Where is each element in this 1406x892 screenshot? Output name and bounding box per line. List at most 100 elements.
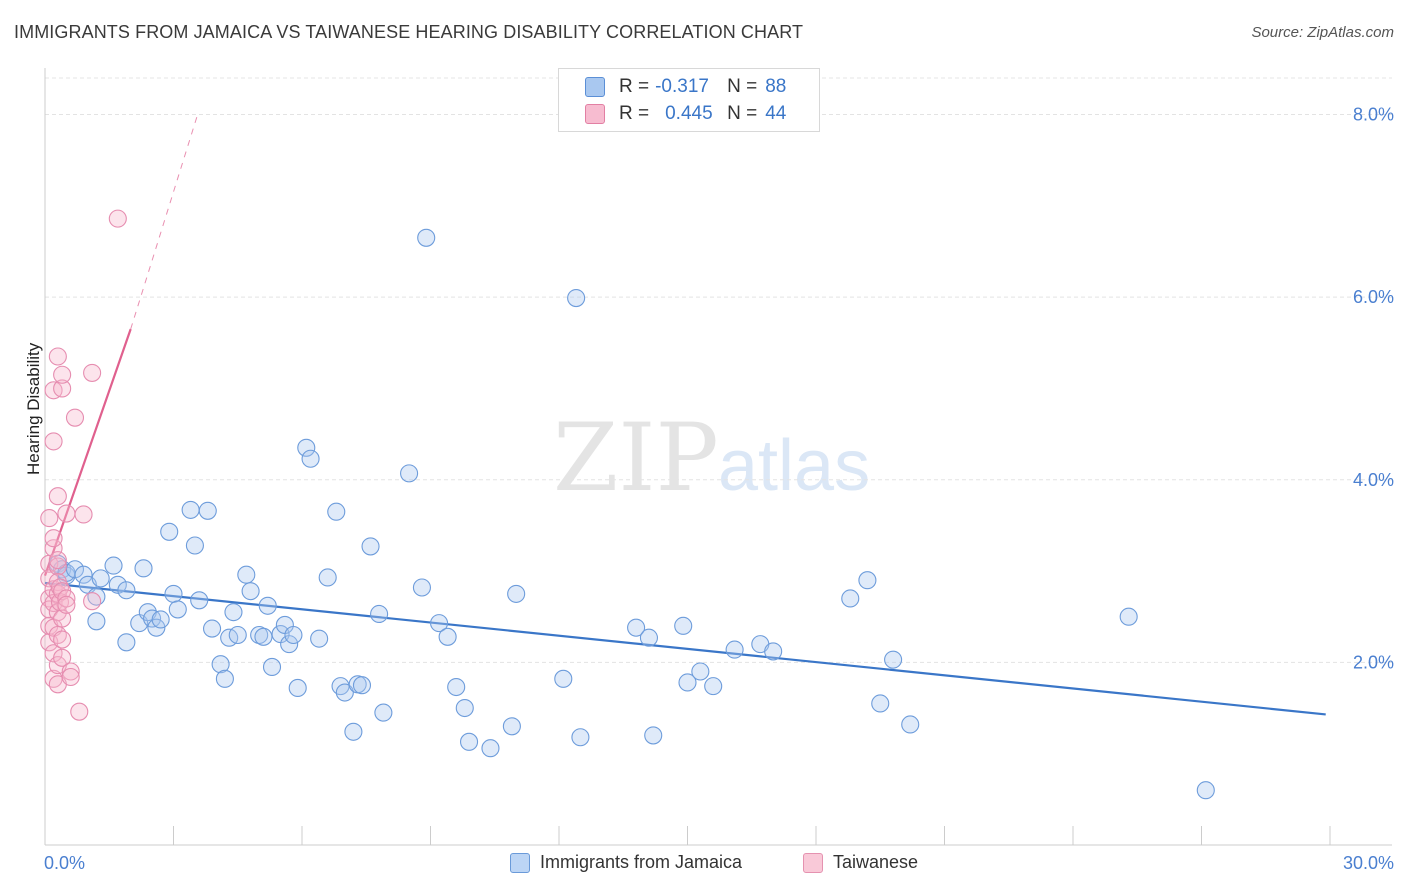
- point-jamaica-23: [181, 500, 200, 519]
- point-jamaica-26: [198, 501, 217, 520]
- point-taiwanese-25: [48, 551, 67, 570]
- n-label: N =: [727, 103, 758, 124]
- point-jamaica-50: [335, 683, 354, 702]
- point-jamaica-57: [400, 464, 419, 483]
- point-jamaica-15: [134, 559, 153, 578]
- stats-row-jamaica: R = -0.317 N = 88: [585, 74, 786, 100]
- point-jamaica-47: [318, 568, 337, 587]
- legend-swatch-taiwanese: [803, 852, 823, 873]
- point-taiwanese-23: [48, 347, 67, 366]
- r-value-taiwanese: 0.445: [665, 103, 713, 124]
- trendline-1: [43, 328, 132, 576]
- point-jamaica-4: [65, 560, 85, 579]
- point-jamaica-31: [224, 603, 243, 622]
- watermark-zip: ZIP: [553, 404, 719, 513]
- legend-item-taiwanese[interactable]: Taiwanese: [803, 852, 918, 873]
- trendlines: [43, 116, 1326, 716]
- point-jamaica-48: [327, 502, 346, 521]
- data-points: [40, 209, 1215, 800]
- point-jamaica-74: [674, 616, 693, 635]
- point-jamaica-36: [254, 627, 273, 646]
- point-jamaica-32: [228, 625, 247, 645]
- point-jamaica-9: [91, 569, 110, 588]
- point-jamaica-11: [108, 575, 127, 594]
- watermark-atlas: atlas: [718, 426, 870, 506]
- point-jamaica-25: [190, 591, 209, 610]
- stats-row-taiwanese: R = 0.445 N = 44: [585, 101, 786, 127]
- point-jamaica-73: [644, 726, 663, 745]
- point-jamaica-41: [280, 635, 299, 654]
- point-jamaica-60: [430, 614, 449, 633]
- point-jamaica-69: [567, 289, 586, 308]
- point-taiwanese-37: [61, 662, 80, 681]
- point-jamaica-78: [725, 640, 744, 659]
- y-tick-label-3: 8.0%: [1353, 105, 1394, 125]
- y-tick-label-1: 4.0%: [1353, 470, 1394, 490]
- point-jamaica-53: [352, 676, 372, 695]
- point-jamaica-84: [884, 650, 903, 669]
- point-taiwanese-16: [48, 557, 67, 576]
- point-jamaica-21: [164, 584, 183, 603]
- point-taiwanese-28: [53, 609, 72, 628]
- point-jamaica-51: [344, 722, 363, 741]
- r-value-jamaica: -0.317: [655, 76, 709, 97]
- point-jamaica-68: [554, 669, 573, 688]
- chart-title: IMMIGRANTS FROM JAMAICA VS TAIWANESE HEA…: [14, 22, 804, 42]
- point-jamaica-12: [117, 581, 136, 600]
- point-taiwanese-33: [53, 365, 72, 384]
- point-jamaica-37: [258, 596, 277, 615]
- source-label: Source: ZipAtlas.com: [1251, 24, 1394, 41]
- point-jamaica-64: [459, 732, 479, 751]
- point-jamaica-59: [417, 228, 436, 247]
- point-jamaica-75: [678, 673, 697, 692]
- stats-swatch-jamaica: [585, 77, 605, 97]
- point-jamaica-70: [571, 728, 590, 747]
- point-jamaica-5: [74, 565, 93, 584]
- point-jamaica-63: [455, 698, 474, 718]
- point-jamaica-80: [764, 642, 783, 661]
- point-jamaica-54: [361, 537, 380, 556]
- point-jamaica-20: [160, 522, 179, 541]
- stats-swatch-taiwanese: [585, 104, 605, 124]
- point-jamaica-13: [117, 633, 136, 652]
- n-label: N =: [727, 76, 758, 97]
- legend-item-jamaica[interactable]: Immigrants from Jamaica: [510, 852, 742, 873]
- point-taiwanese-11: [44, 644, 63, 663]
- point-jamaica-86: [1119, 607, 1138, 626]
- point-jamaica-76: [691, 662, 710, 681]
- y-tick-label-0: 2.0%: [1353, 652, 1394, 672]
- point-taiwanese-40: [70, 702, 89, 721]
- point-taiwanese-13: [44, 432, 63, 451]
- point-taiwanese-43: [83, 363, 102, 382]
- point-jamaica-18: [147, 618, 166, 637]
- trendline-0: [44, 581, 1326, 716]
- x-tick-label-1: 30.0%: [1343, 853, 1394, 873]
- point-jamaica-10: [104, 556, 123, 575]
- point-taiwanese-38: [61, 667, 80, 687]
- point-jamaica-27: [203, 619, 222, 638]
- point-taiwanese-42: [83, 592, 102, 611]
- point-jamaica-45: [301, 449, 320, 468]
- point-jamaica-72: [639, 628, 659, 647]
- r-label: R =: [619, 103, 650, 124]
- point-jamaica-28: [211, 655, 230, 674]
- point-taiwanese-6: [40, 509, 59, 528]
- point-jamaica-83: [871, 694, 890, 713]
- point-taiwanese-24: [48, 487, 67, 506]
- point-jamaica-8: [87, 612, 106, 631]
- point-jamaica-34: [241, 582, 260, 601]
- point-jamaica-81: [841, 589, 860, 608]
- point-jamaica-29: [215, 669, 234, 688]
- point-jamaica-82: [858, 571, 877, 590]
- point-jamaica-42: [284, 625, 303, 645]
- point-jamaica-22: [168, 600, 187, 619]
- point-taiwanese-41: [74, 505, 93, 524]
- point-taiwanese-30: [53, 379, 72, 398]
- point-jamaica-46: [310, 629, 329, 648]
- point-jamaica-56: [374, 703, 393, 722]
- point-jamaica-65: [481, 739, 500, 758]
- point-jamaica-87: [1196, 781, 1215, 800]
- y-tick-label-2: 6.0%: [1353, 287, 1394, 307]
- n-value-taiwanese: 44: [765, 103, 787, 124]
